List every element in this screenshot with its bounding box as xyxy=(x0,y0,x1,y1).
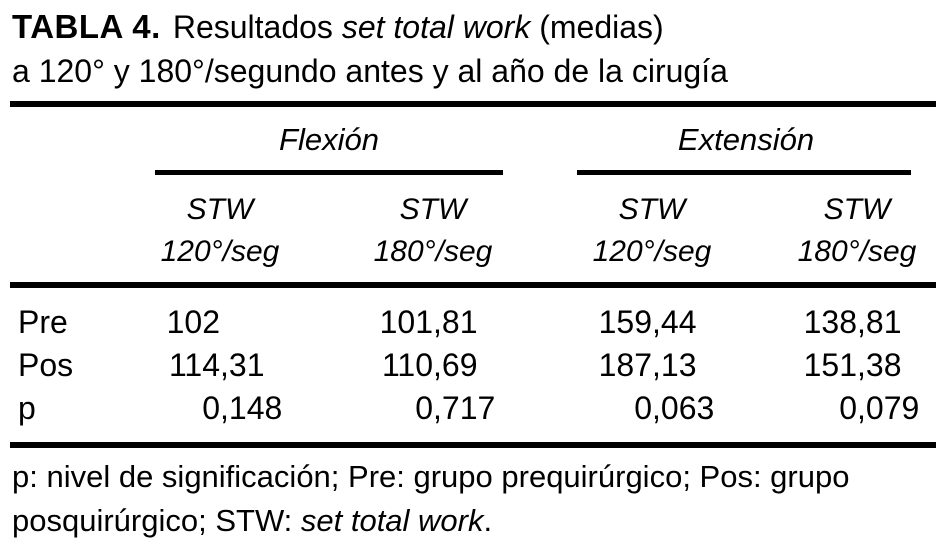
footnote-line2: posquirúrgico; STW: set total work. xyxy=(12,499,932,541)
divider-extension-group xyxy=(577,170,911,175)
footnote-line2-text: posquirúrgico; STW: xyxy=(12,503,301,538)
divider-flexion-group xyxy=(155,170,503,175)
column-header-flexion-120: STW 120°/seg xyxy=(110,189,330,273)
column-header-line1: STW xyxy=(618,193,686,226)
group-header-flexion: Flexión xyxy=(279,122,379,157)
column-header-line1: STW xyxy=(823,193,891,226)
cell-pos-flexion-120: 114,31 xyxy=(168,347,265,383)
group-header-extension: Extensión xyxy=(677,122,815,157)
table-title: TABLA 4. Resultados set total work (media… xyxy=(12,6,664,48)
column-header-line1: STW xyxy=(399,193,467,226)
footnote: p: nivel de significación; Pre: grupo pr… xyxy=(12,455,932,541)
row-label-p: p xyxy=(18,390,36,426)
cell-pos-flexion-180: 110,69 xyxy=(381,347,478,383)
cell-pos-extension-120: 187,13 xyxy=(598,347,697,383)
divider-header-body xyxy=(10,282,936,288)
cell-pre-extension-120: 159,44 xyxy=(598,304,697,340)
column-header-extension-180: STW 180°/seg xyxy=(747,189,946,273)
column-header-line1: STW xyxy=(186,193,254,226)
table-number: TABLA 4. xyxy=(12,8,161,45)
table-row-p: p 0,148 0,717 0,063 0,079 xyxy=(0,389,946,431)
cell-p-flexion-180: 0,717 xyxy=(415,390,496,426)
cell-pre-extension-180: 138,81 xyxy=(803,304,902,340)
table-row-pos: Pos 114,31 110,69 187,13 151,38 xyxy=(0,346,946,388)
title-italic-phrase: set total work xyxy=(341,9,531,45)
cell-p-extension-120: 0,063 xyxy=(634,390,715,426)
column-header-line2: 120°/seg xyxy=(160,235,280,268)
footnote-line1: p: nivel de significación; Pre: grupo pr… xyxy=(12,459,850,494)
column-header-line2: 180°/seg xyxy=(373,235,493,268)
column-header-line2: 120°/seg xyxy=(592,235,712,268)
cell-pre-flexion-120: 102 xyxy=(166,304,220,340)
cell-pos-extension-180: 151,38 xyxy=(803,347,902,383)
divider-bottom xyxy=(10,442,936,448)
row-label-pre: Pre xyxy=(18,304,68,340)
footnote-italic-phrase: set total work xyxy=(300,503,484,538)
row-label-pos: Pos xyxy=(18,347,74,383)
column-header-line2: 180°/seg xyxy=(797,235,917,268)
column-header-flexion-180: STW 180°/seg xyxy=(323,189,543,273)
cell-p-extension-180: 0,079 xyxy=(839,390,920,426)
footnote-period: . xyxy=(483,503,493,538)
column-header-extension-120: STW 120°/seg xyxy=(542,189,762,273)
cell-p-flexion-120: 0,148 xyxy=(202,390,283,426)
title-text-after: (medias) xyxy=(530,9,664,45)
table-title-line2: a 120° y 180°/segundo antes y al año de … xyxy=(12,53,728,89)
cell-pre-flexion-180: 101,81 xyxy=(379,304,478,340)
title-text: Resultados xyxy=(172,9,342,45)
table-row-pre: Pre 102 101,81 159,44 138,81 xyxy=(0,303,946,345)
divider-top xyxy=(10,101,936,107)
